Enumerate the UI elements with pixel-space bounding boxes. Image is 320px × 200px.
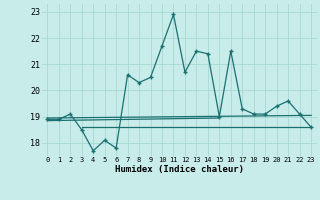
X-axis label: Humidex (Indice chaleur): Humidex (Indice chaleur) (115, 165, 244, 174)
